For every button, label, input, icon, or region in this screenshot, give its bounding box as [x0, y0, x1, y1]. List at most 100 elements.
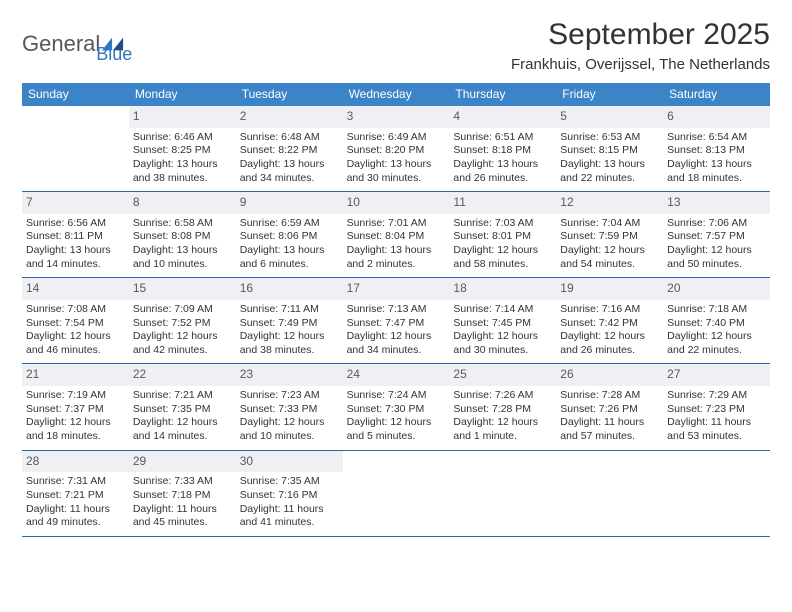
daylight-text: Daylight: 12 hours: [667, 330, 766, 344]
sunrise-text: Sunrise: 7:19 AM: [26, 389, 125, 403]
calendar-cell-empty: [663, 451, 770, 536]
daylight-text: Daylight: 12 hours: [133, 330, 232, 344]
daylight-text: Daylight: 12 hours: [453, 244, 552, 258]
day-number: 4: [449, 106, 556, 128]
day-number: 3: [343, 106, 450, 128]
daylight-text: and 18 minutes.: [26, 430, 125, 444]
daylight-text: Daylight: 13 hours: [240, 158, 339, 172]
sunset-text: Sunset: 7:59 PM: [560, 230, 659, 244]
daylight-text: and 22 minutes.: [667, 344, 766, 358]
sunset-text: Sunset: 7:45 PM: [453, 317, 552, 331]
daylight-text: and 10 minutes.: [133, 258, 232, 272]
calendar-cell: 2Sunrise: 6:48 AMSunset: 8:22 PMDaylight…: [236, 106, 343, 191]
daylight-text: and 14 minutes.: [133, 430, 232, 444]
calendar-cell: 18Sunrise: 7:14 AMSunset: 7:45 PMDayligh…: [449, 278, 556, 363]
daylight-text: Daylight: 13 hours: [26, 244, 125, 258]
sunset-text: Sunset: 8:13 PM: [667, 144, 766, 158]
sunset-text: Sunset: 8:04 PM: [347, 230, 446, 244]
daylight-text: and 34 minutes.: [347, 344, 446, 358]
sunset-text: Sunset: 8:06 PM: [240, 230, 339, 244]
sunrise-text: Sunrise: 7:24 AM: [347, 389, 446, 403]
daylight-text: and 10 minutes.: [240, 430, 339, 444]
daylight-text: Daylight: 12 hours: [240, 416, 339, 430]
sunrise-text: Sunrise: 6:46 AM: [133, 131, 232, 145]
day-number: 6: [663, 106, 770, 128]
daylight-text: and 54 minutes.: [560, 258, 659, 272]
sunset-text: Sunset: 7:37 PM: [26, 403, 125, 417]
sunrise-text: Sunrise: 6:56 AM: [26, 217, 125, 231]
daylight-text: and 38 minutes.: [133, 172, 232, 186]
calendar-cell: 8Sunrise: 6:58 AMSunset: 8:08 PMDaylight…: [129, 192, 236, 277]
calendar-cell: 27Sunrise: 7:29 AMSunset: 7:23 PMDayligh…: [663, 364, 770, 449]
calendar-cell: 6Sunrise: 6:54 AMSunset: 8:13 PMDaylight…: [663, 106, 770, 191]
sunrise-text: Sunrise: 7:18 AM: [667, 303, 766, 317]
day-number: 5: [556, 106, 663, 128]
brand-word-1: General: [22, 31, 100, 57]
sunset-text: Sunset: 7:35 PM: [133, 403, 232, 417]
sunrise-text: Sunrise: 6:48 AM: [240, 131, 339, 145]
sunset-text: Sunset: 7:52 PM: [133, 317, 232, 331]
calendar-cell: 22Sunrise: 7:21 AMSunset: 7:35 PMDayligh…: [129, 364, 236, 449]
sunset-text: Sunset: 7:21 PM: [26, 489, 125, 503]
daylight-text: and 5 minutes.: [347, 430, 446, 444]
calendar-cell: 10Sunrise: 7:01 AMSunset: 8:04 PMDayligh…: [343, 192, 450, 277]
daylight-text: Daylight: 11 hours: [240, 503, 339, 517]
sunset-text: Sunset: 7:30 PM: [347, 403, 446, 417]
sunset-text: Sunset: 8:25 PM: [133, 144, 232, 158]
daylight-text: Daylight: 12 hours: [453, 330, 552, 344]
sunset-text: Sunset: 7:40 PM: [667, 317, 766, 331]
dow-monday: Monday: [129, 83, 236, 106]
brand-logo: General Blue: [22, 22, 132, 65]
calendar-cell: 23Sunrise: 7:23 AMSunset: 7:33 PMDayligh…: [236, 364, 343, 449]
daylight-text: and 34 minutes.: [240, 172, 339, 186]
day-number: 9: [236, 192, 343, 214]
sunrise-text: Sunrise: 6:51 AM: [453, 131, 552, 145]
sunrise-text: Sunrise: 7:14 AM: [453, 303, 552, 317]
day-number: 1: [129, 106, 236, 128]
sunrise-text: Sunrise: 7:26 AM: [453, 389, 552, 403]
sunrise-text: Sunrise: 6:58 AM: [133, 217, 232, 231]
day-number: 10: [343, 192, 450, 214]
sunrise-text: Sunrise: 7:23 AM: [240, 389, 339, 403]
daylight-text: and 26 minutes.: [560, 344, 659, 358]
day-number: 24: [343, 364, 450, 386]
sunset-text: Sunset: 8:08 PM: [133, 230, 232, 244]
calendar-cell: 20Sunrise: 7:18 AMSunset: 7:40 PMDayligh…: [663, 278, 770, 363]
day-number: 7: [22, 192, 129, 214]
daylight-text: and 38 minutes.: [240, 344, 339, 358]
sunset-text: Sunset: 8:11 PM: [26, 230, 125, 244]
daylight-text: Daylight: 12 hours: [26, 416, 125, 430]
title-block: September 2025 Frankhuis, Overijssel, Th…: [511, 18, 770, 73]
day-number: 29: [129, 451, 236, 473]
daylight-text: Daylight: 13 hours: [133, 158, 232, 172]
daylight-text: Daylight: 12 hours: [560, 244, 659, 258]
daylight-text: Daylight: 13 hours: [667, 158, 766, 172]
sunset-text: Sunset: 7:18 PM: [133, 489, 232, 503]
day-number: 8: [129, 192, 236, 214]
brand-word-2: Blue: [96, 44, 132, 65]
calendar-cell: 12Sunrise: 7:04 AMSunset: 7:59 PMDayligh…: [556, 192, 663, 277]
sunset-text: Sunset: 7:26 PM: [560, 403, 659, 417]
daylight-text: and 6 minutes.: [240, 258, 339, 272]
day-number: 2: [236, 106, 343, 128]
daylight-text: and 1 minute.: [453, 430, 552, 444]
day-number: 27: [663, 364, 770, 386]
calendar-cell: 7 Sunrise: 6:56 AMSunset: 8:11 PMDaylight…: [22, 192, 129, 277]
dow-wednesday: Wednesday: [343, 83, 450, 106]
daylight-text: Daylight: 11 hours: [133, 503, 232, 517]
day-number: 11: [449, 192, 556, 214]
day-number: 17: [343, 278, 450, 300]
sunrise-text: Sunrise: 7:35 AM: [240, 475, 339, 489]
dow-sunday: Sunday: [22, 83, 129, 106]
calendar-cell: 4Sunrise: 6:51 AMSunset: 8:18 PMDaylight…: [449, 106, 556, 191]
daylight-text: Daylight: 12 hours: [347, 416, 446, 430]
sunset-text: Sunset: 8:01 PM: [453, 230, 552, 244]
calendar-cell: 30Sunrise: 7:35 AMSunset: 7:16 PMDayligh…: [236, 451, 343, 536]
day-number: 19: [556, 278, 663, 300]
calendar-body: 1Sunrise: 6:46 AMSunset: 8:25 PMDaylight…: [22, 106, 770, 537]
daylight-text: and 18 minutes.: [667, 172, 766, 186]
calendar-cell-empty: [343, 451, 450, 536]
day-number: 23: [236, 364, 343, 386]
calendar-cell: 19Sunrise: 7:16 AMSunset: 7:42 PMDayligh…: [556, 278, 663, 363]
calendar-cell: 25Sunrise: 7:26 AMSunset: 7:28 PMDayligh…: [449, 364, 556, 449]
